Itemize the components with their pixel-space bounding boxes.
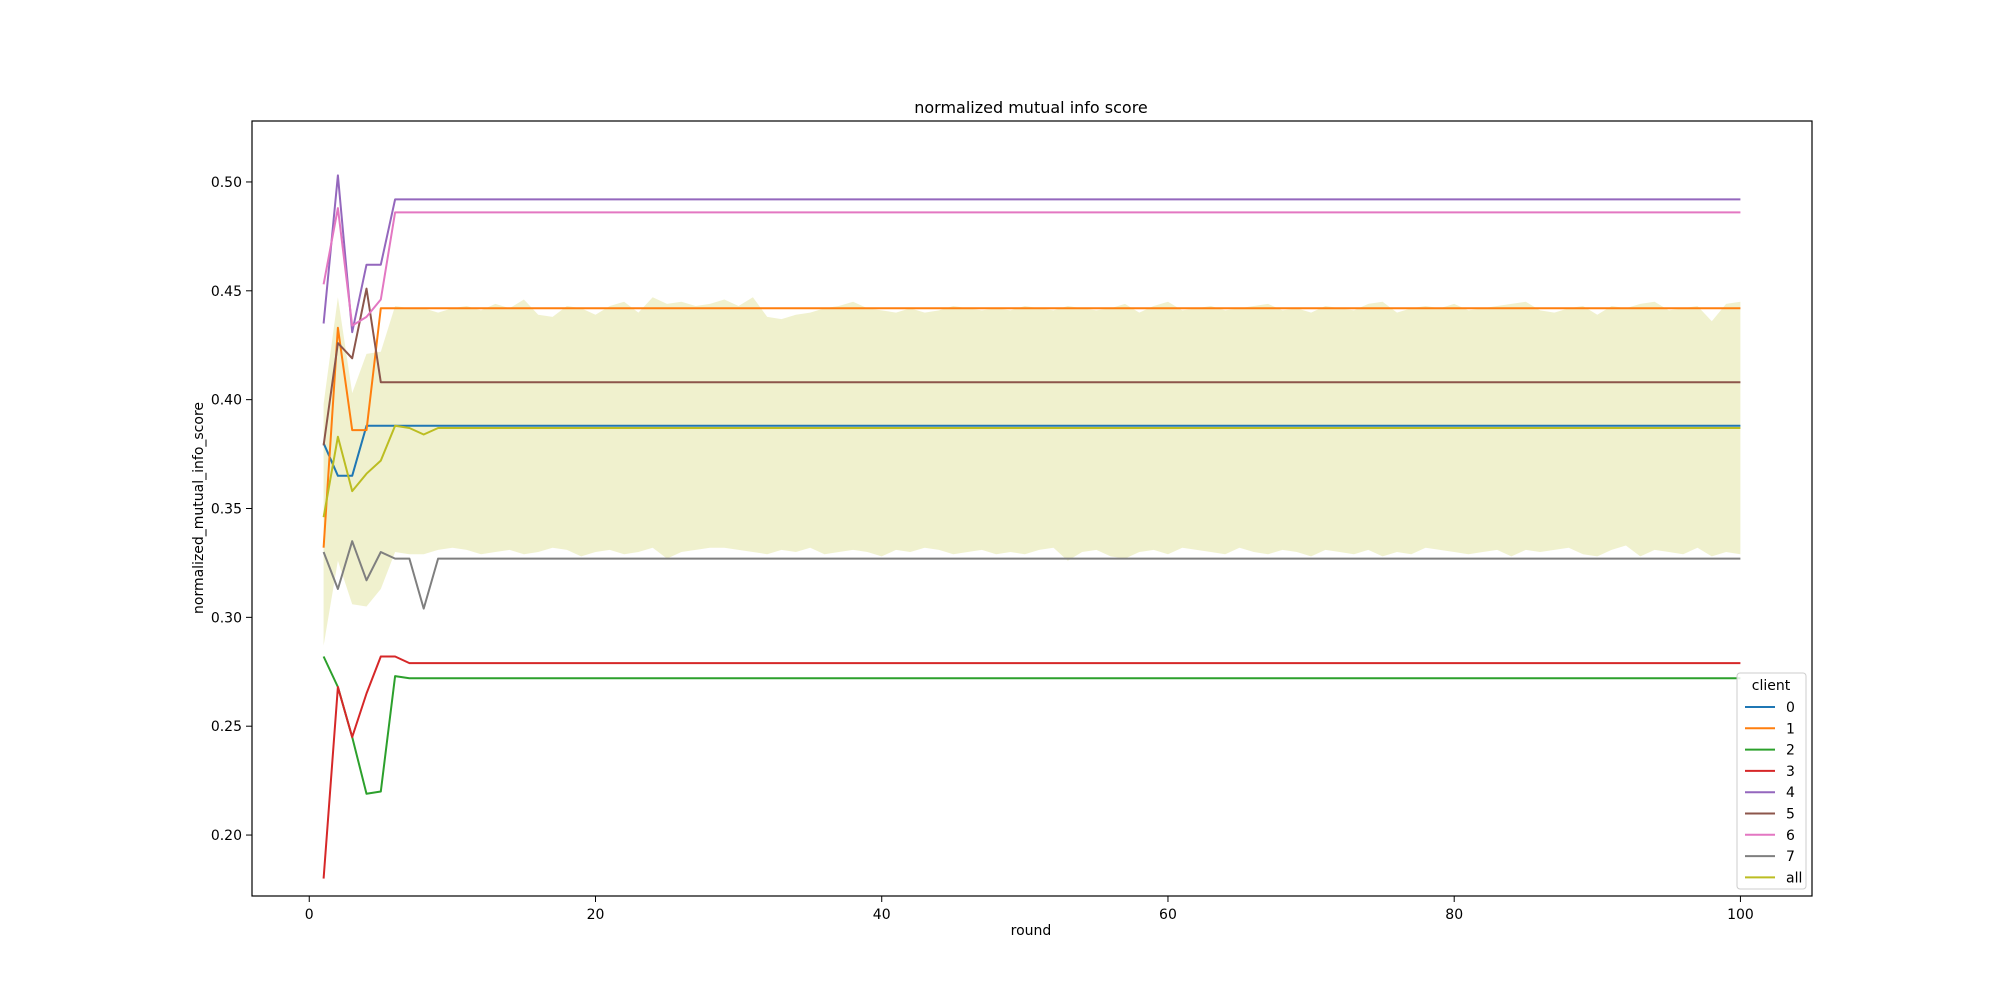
series-line-7	[322, 540, 1741, 610]
y-tick-label: 0.45	[211, 284, 242, 300]
series-line-6	[322, 207, 1741, 327]
series-line-2	[322, 656, 1741, 795]
y-tick-label: 0.40	[211, 393, 242, 409]
series-line-5	[322, 287, 1741, 446]
x-tick-label: 60	[1159, 907, 1177, 923]
x-tick-label: 0	[305, 907, 314, 923]
y-tick-label: 0.25	[211, 719, 242, 735]
confidence-band-all	[323, 297, 1741, 646]
legend-label-3: 3	[1786, 764, 1795, 780]
x-tick-label: 80	[1445, 907, 1463, 923]
legend-label-1: 1	[1786, 721, 1795, 737]
y-axis: 0.20 0.25 0.30 0.35 0.40 0.45 0.50	[211, 175, 252, 844]
legend-label-2: 2	[1786, 743, 1795, 759]
series-line-1	[322, 307, 1741, 548]
legend-title: client	[1752, 678, 1791, 694]
legend-label-4: 4	[1786, 785, 1795, 801]
series-lines-layer	[322, 174, 1741, 879]
x-tick-label: 40	[873, 907, 891, 923]
series-line-4	[322, 174, 1741, 334]
plot-background	[252, 121, 1812, 896]
x-axis-label: round	[1011, 923, 1052, 939]
chart-title: normalized mutual info score	[914, 98, 1148, 117]
legend-label-7: 7	[1786, 849, 1795, 865]
legend: client 0 1 2 3 4 5 6 7 all	[1736, 672, 1807, 890]
confidence-band-layer	[323, 297, 1741, 646]
legend-label-5: 5	[1786, 807, 1795, 823]
y-axis-label: normalized_mutual_info_score	[191, 402, 207, 614]
legend-label-all: all	[1786, 870, 1802, 886]
legend-entries: 0 1 2 3 4 5 6 7 all	[1745, 700, 1802, 886]
series-line-0	[322, 424, 1741, 477]
legend-label-0: 0	[1786, 700, 1795, 716]
plot-area	[251, 120, 1813, 897]
y-tick-label: 0.20	[211, 828, 242, 844]
x-tick-label: 20	[587, 907, 605, 923]
series-line-3	[322, 655, 1741, 879]
x-axis: 0 20 40 60 80 100	[305, 896, 1754, 923]
y-tick-label: 0.50	[211, 175, 242, 191]
legend-label-6: 6	[1786, 828, 1795, 844]
series-line-all	[322, 424, 1741, 518]
x-tick-label: 100	[1727, 907, 1754, 923]
y-tick-label: 0.35	[211, 502, 242, 518]
y-tick-label: 0.30	[211, 610, 242, 626]
